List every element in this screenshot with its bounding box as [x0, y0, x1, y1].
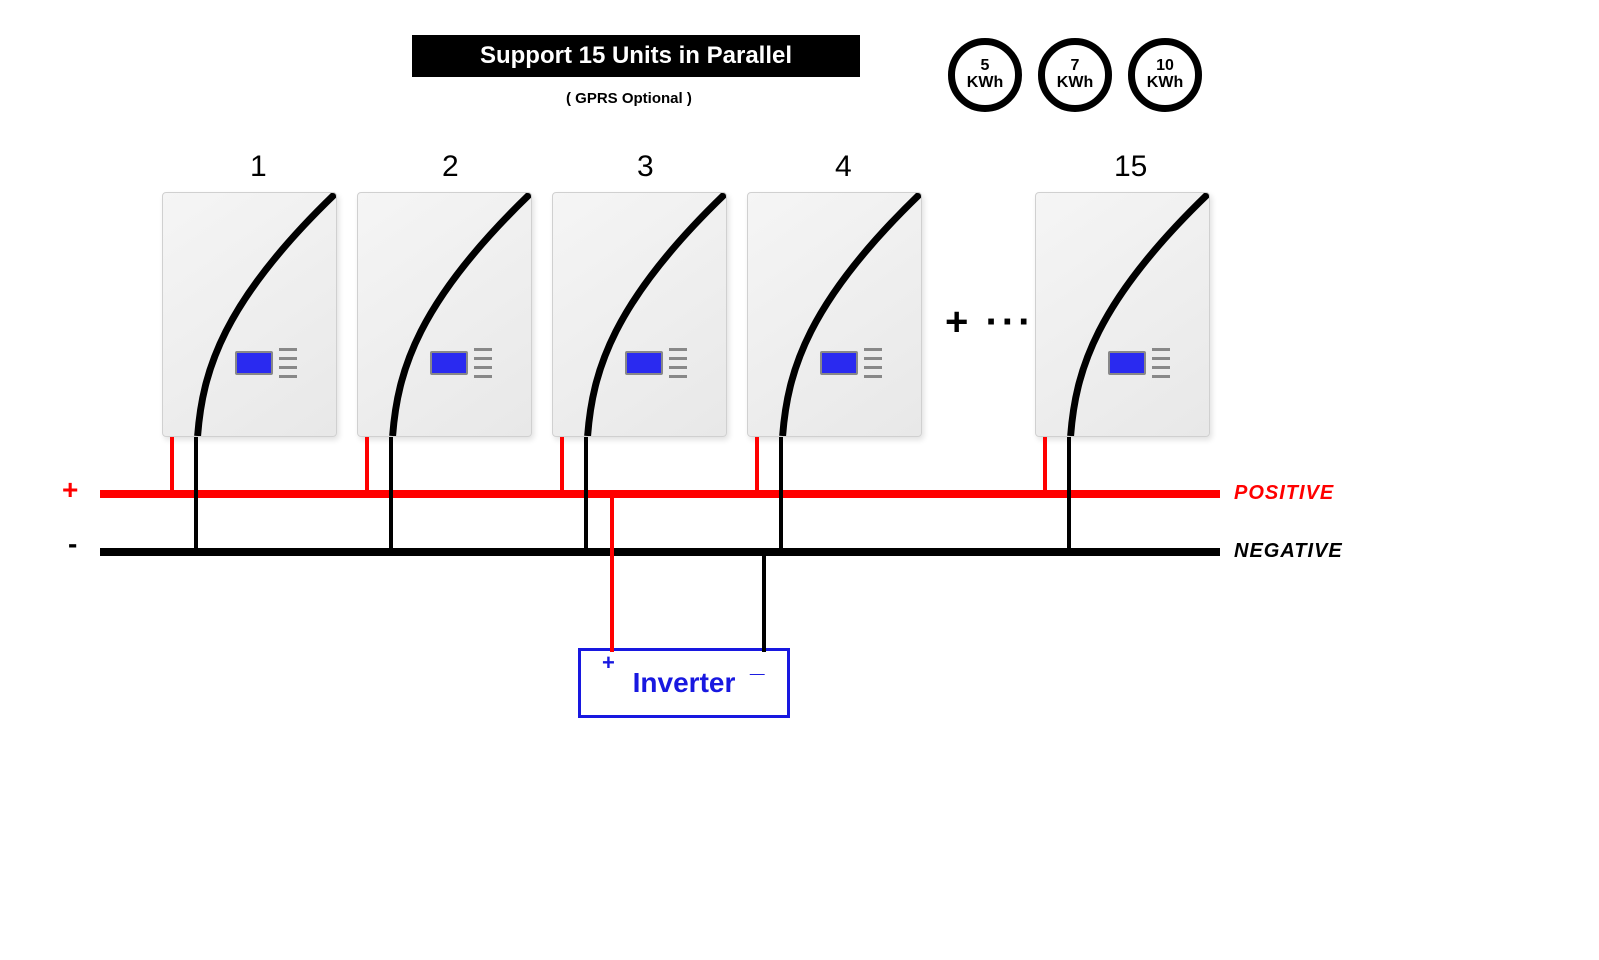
unit-negative-wire — [1067, 437, 1071, 552]
unit-positive-wire — [560, 437, 564, 494]
negative-bus — [100, 548, 1220, 556]
unit-negative-wire — [584, 437, 588, 552]
ellipsis-more-units: + ··· — [945, 300, 1034, 345]
negative-label: NEGATIVE — [1234, 540, 1343, 563]
inverter-label: Inverter — [633, 667, 736, 699]
unit-negative-wire — [779, 437, 783, 552]
unit-positive-wire — [170, 437, 174, 494]
badge-bot: KWh — [1147, 75, 1183, 92]
battery-unit — [1035, 192, 1210, 437]
inverter-minus-icon: _ — [750, 648, 764, 679]
positive-label: POSITIVE — [1234, 482, 1334, 505]
title-bar: Support 15 Units in Parallel — [412, 35, 860, 77]
unit-label-1: 1 — [250, 150, 267, 184]
unit-negative-wire — [194, 437, 198, 552]
unit-positive-wire — [1043, 437, 1047, 494]
unit-label-2: 2 — [442, 150, 459, 184]
subtitle: ( GPRS Optional ) — [566, 90, 692, 107]
badge-top: 5 — [981, 58, 990, 75]
unit-label-4: 4 — [835, 150, 852, 184]
battery-unit — [162, 192, 337, 437]
inverter-positive-wire — [610, 494, 614, 652]
badge-7kwh: 7KWh — [1038, 38, 1112, 112]
unit-negative-wire — [389, 437, 393, 552]
battery-unit — [747, 192, 922, 437]
unit-label-15: 15 — [1114, 150, 1147, 184]
badge-5kwh: 5KWh — [948, 38, 1022, 112]
inverter-plus-icon: + — [602, 650, 615, 676]
negative-sign: - — [68, 528, 77, 560]
positive-sign: + — [62, 474, 78, 506]
unit-positive-wire — [755, 437, 759, 494]
badge-top: 7 — [1071, 58, 1080, 75]
unit-positive-wire — [365, 437, 369, 494]
unit-label-3: 3 — [637, 150, 654, 184]
title-text: Support 15 Units in Parallel — [480, 42, 792, 70]
positive-bus — [100, 490, 1220, 498]
battery-unit — [357, 192, 532, 437]
battery-unit — [552, 192, 727, 437]
badge-top: 10 — [1156, 58, 1174, 75]
badge-10kwh: 10KWh — [1128, 38, 1202, 112]
inverter-negative-wire — [762, 552, 766, 652]
badge-bot: KWh — [967, 75, 1003, 92]
badge-bot: KWh — [1057, 75, 1093, 92]
